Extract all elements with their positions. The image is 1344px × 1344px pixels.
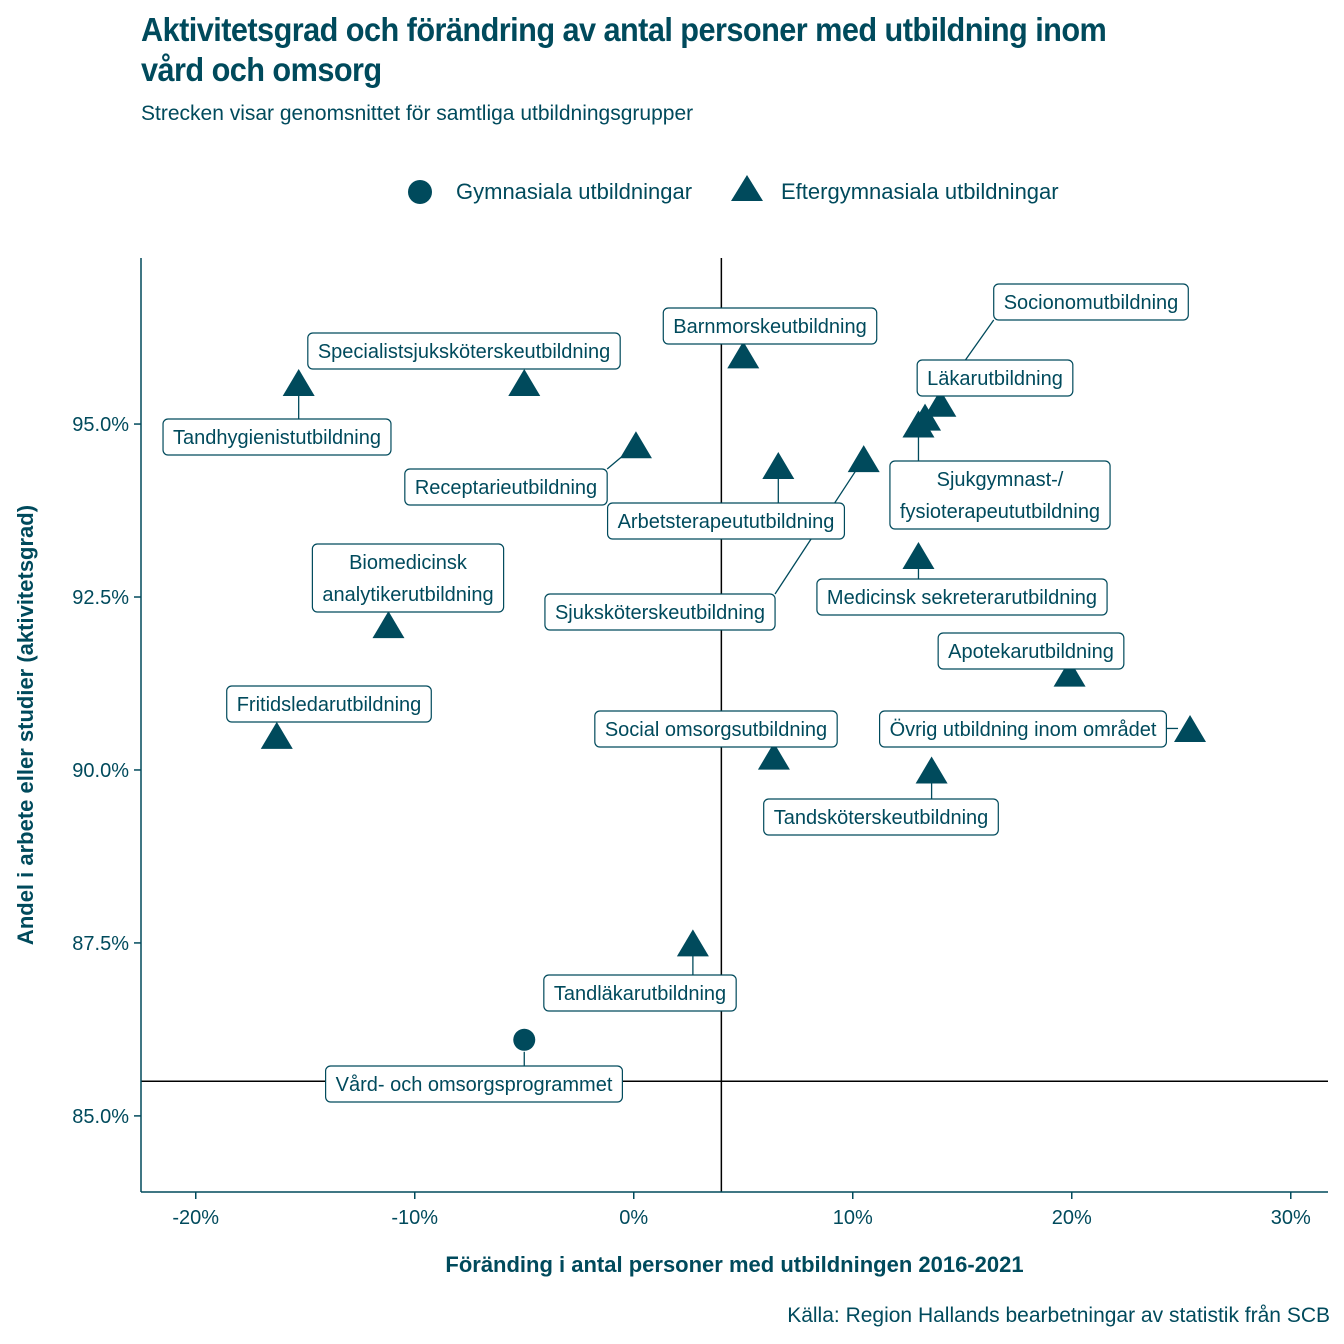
point-label-box [993,283,1189,321]
point-label-biomedicinsk-analytikerutbildning: Biomedicinsk analytikerutbildning [311,543,505,613]
data-point-triangle [757,742,790,770]
point-label-box [879,710,1167,748]
data-point-triangle [902,541,935,569]
point-label-box [544,593,776,631]
point-label-tandl-karutbildning: Tandläkarutbildning [543,974,737,1012]
point-label-socionomutbildning: Socionomutbildning [993,283,1189,321]
point-label-box [662,307,878,345]
data-point-circle [513,1028,536,1051]
x-tick-label: -20% [172,1207,219,1229]
y-tick-label: 90.0% [72,760,129,782]
data-point-triangle [676,929,709,957]
legend-label-gymnasiala: Gymnasiala utbildningar [456,179,693,204]
circle-marker-icon [408,180,432,204]
point-label-box [226,685,432,723]
point-label-tandsk-terskeutbildning: Tandsköterskeutbildning [763,798,999,836]
point-label-text: analytikerutbildning [322,584,493,606]
legend-label-eftergymnasiala: Eftergymnasiala utbildningar [781,179,1059,204]
x-tick-label: 10% [833,1207,873,1229]
point-label-box [594,710,838,748]
point-label-vrig-utbildning-inom-omr-det: Övrig utbildning inom området [879,710,1167,748]
point-label-arbetsterapeututbildning: Arbetsterapeututbildning [606,502,846,540]
point-label-l-karutbildning: Läkarutbildning [916,359,1074,397]
chart-subtitle: Strecken visar genomsnittet för samtliga… [141,102,694,125]
point-label-text: Fritidsledarutbildning [237,694,422,716]
data-point-triangle [902,410,935,438]
point-label-medicinsk-sekreterarutbildning: Medicinsk sekreterarutbildning [816,578,1108,616]
data-point-triangle [619,431,652,459]
point-label-box [311,543,505,613]
point-label-box [307,332,621,370]
y-tick-label: 87.5% [72,933,129,955]
point-label-text: Tandläkarutbildning [554,983,726,1005]
point-label-text: Apotekarutbildning [948,641,1114,663]
data-point-triangle [1053,659,1086,687]
legend-item-eftergymnasiala: Eftergymnasiala utbildningar [729,172,1059,212]
point-label-text: fysioterapeututbildning [900,501,1100,523]
data-point-triangle [847,445,880,473]
point-label-box [816,578,1108,616]
point-label-tandhygienistutbildning: Tandhygienistutbildning [162,418,392,456]
data-point-triangle [260,721,293,749]
point-label-barnmorskeutbildning: Barnmorskeutbildning [662,307,878,345]
point-label-sjuksk-terskeutbildning: Sjuksköterskeutbildning [544,593,776,631]
point-label-box [325,1065,623,1103]
x-tick-label: -10% [391,1207,438,1229]
point-label-text: Tandhygienistutbildning [173,427,381,449]
data-point-triangle [508,369,541,397]
point-label-text: Specialistsjuksköterskeutbildning [318,341,610,363]
point-label-box [937,632,1125,670]
point-label-text: Social omsorgsutbildning [605,719,827,741]
point-label-fritidsledarutbildning: Fritidsledarutbildning [226,685,432,723]
y-tick-label: 92.5% [72,587,129,609]
point-label-text: Biomedicinsk [349,552,468,574]
point-label-text: Receptarieutbildning [415,477,597,499]
point-label-specialistsjuksk-terskeutbildning: Specialistsjuksköterskeutbildning [307,332,621,370]
point-label-text: Arbetsterapeututbildning [618,511,835,533]
point-label-box [543,974,737,1012]
data-point-triangle [282,369,315,397]
x-tick-label: 0% [619,1207,648,1229]
point-label-text: Barnmorskeutbildning [673,316,866,338]
y-tick-label: 85.0% [72,1106,129,1128]
x-tick-label: 30% [1271,1207,1311,1229]
legend-item-gymnasiala: Gymnasiala utbildningar [406,172,692,212]
point-label-text: Sjuksköterskeutbildning [555,602,765,624]
legend: Gymnasiala utbildningar Eftergymnasiala … [0,172,1344,212]
point-label-text: Sjukgymnast-/ [937,469,1064,491]
point-label-box [763,798,999,836]
data-point-triangle [372,611,405,639]
point-label-social-omsorgsutbildning: Social omsorgsutbildning [594,710,838,748]
data-point-triangle [727,341,760,369]
point-label-receptarieutbildning: Receptarieutbildning [404,468,608,506]
point-label-text: Tandsköterskeutbildning [774,807,989,829]
x-axis-label: Föränding i antal personer med utbildnin… [445,1252,1024,1277]
source-caption: Källa: Region Hallands bearbetningar av … [787,1304,1330,1327]
point-label-text: Övrig utbildning inom området [890,719,1157,741]
triangle-marker-icon [731,175,763,201]
data-point-triangle [1174,714,1207,742]
data-point-triangle [915,756,948,784]
point-label-box [404,468,608,506]
point-label-text: Medicinsk sekreterarutbildning [827,587,1097,609]
chart-title: Aktivitetsgrad och förändring av antal p… [141,11,1107,88]
point-label-box [916,359,1074,397]
data-point-triangle [924,389,957,417]
x-tick-label: 20% [1052,1207,1092,1229]
point-label-box [162,418,392,456]
data-point-triangle [762,452,795,480]
point-label-text: Läkarutbildning [927,368,1063,390]
y-tick-label: 95.0% [72,414,129,436]
point-label-text: Vård- och omsorgsprogrammet [336,1074,613,1096]
point-label-apotekarutbildning: Apotekarutbildning [937,632,1125,670]
point-label-sjukgymnast-fysioterapeututbildning: Sjukgymnast-/ fysioterapeututbildning [889,460,1111,530]
point-label-text: Socionomutbildning [1004,292,1179,314]
point-label-v-rd-och-omsorgsprogrammet: Vård- och omsorgsprogrammet [325,1065,623,1103]
point-label-box [889,460,1111,530]
point-label-box [606,502,846,540]
y-axis-label: Andel i arbete eller studier (aktivitets… [13,504,38,946]
